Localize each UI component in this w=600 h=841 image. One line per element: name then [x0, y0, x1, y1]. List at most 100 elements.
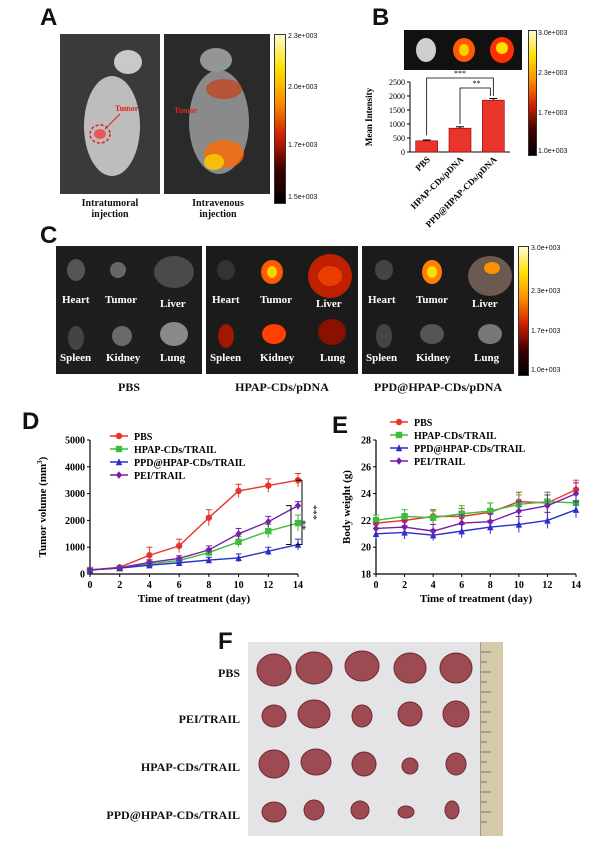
data-point [372, 524, 380, 533]
organ-image-strip [404, 30, 522, 70]
x-axis-label: Time of treatment (day) [420, 593, 533, 605]
data-point [235, 538, 242, 546]
data-point [544, 516, 551, 524]
organ-label: Liver [316, 298, 342, 310]
data-point [265, 527, 272, 535]
y-tick-label: 28 [361, 436, 371, 447]
organ-image-hpap [206, 246, 358, 374]
organ-label: Heart [62, 294, 90, 306]
y-tick-label: 1000 [389, 120, 405, 129]
y-tick-label: 5000 [65, 436, 85, 447]
panel-label-a: A [40, 4, 58, 31]
organ-label: Spleen [366, 352, 398, 364]
data-point [235, 487, 242, 495]
data-point [205, 546, 213, 554]
colorbar-tick: 2.3e+003 [531, 288, 561, 295]
y-tick-label: 2000 [65, 516, 85, 527]
x-tick-label: 8 [206, 580, 211, 591]
organ-label: Kidney [416, 352, 451, 364]
row-label-pei: PEI/TRAIL [178, 712, 240, 726]
legend-label: PPD@HPAP-CDs/TRAIL [414, 444, 526, 455]
group-label-pbs: PBS [117, 380, 140, 394]
y-tick-label: 2000 [389, 92, 405, 101]
tumor-photo [248, 642, 500, 836]
data-point [235, 554, 242, 562]
colorbar-tick: 3.0e+003 [531, 245, 561, 252]
x-tick-label: 10 [514, 580, 524, 591]
organ-label: Lung [320, 352, 346, 364]
data-point [265, 482, 272, 489]
row-label-ppd: PPD@HPAP-CDs/TRAIL [106, 808, 240, 822]
data-point [429, 527, 437, 535]
organ-image-icon [375, 256, 512, 348]
organ-label: Spleen [60, 352, 92, 364]
data-point [205, 556, 213, 564]
row-label-pbs: PBS [217, 666, 240, 680]
legend-label: PEI/TRAIL [134, 471, 185, 482]
y-tick-label: 18 [361, 570, 371, 581]
panel-label-f: F [218, 628, 233, 655]
colorbar-tick: 1.7e+003 [531, 328, 561, 335]
y-tick-label: 2500 [389, 78, 405, 87]
data-point [572, 505, 580, 513]
bar [448, 127, 472, 153]
organ-image-ppd [362, 246, 514, 374]
tumor-label: Tumor [174, 106, 198, 115]
colorbar-tick: 2.3e+003 [288, 33, 318, 40]
panel-label-e: E [332, 412, 349, 439]
organ-label: Heart [212, 294, 240, 306]
significance-label: ** [296, 520, 307, 530]
x-tick-label: 4 [431, 580, 436, 591]
x-tick-label: 6 [177, 580, 182, 591]
data-point [294, 519, 302, 527]
y-tick-label: 20 [361, 543, 371, 554]
colorbar-b [528, 30, 537, 156]
legend-label: PPD@HPAP-CDs/TRAIL [134, 458, 246, 469]
x-tick-label: 14 [293, 580, 303, 591]
mouse-silhouette-icon [189, 48, 249, 174]
x-tick-label: 4 [147, 580, 152, 591]
ruler-ticks-icon [481, 651, 491, 823]
data-point [395, 444, 403, 452]
significance-bracket [286, 505, 292, 546]
data-point [115, 432, 123, 440]
organ-strip-icon [416, 37, 514, 63]
tumor-photo-icon [256, 650, 473, 823]
line-chart-tumor-volume: 0 1000 2000 3000 4000 5000 0 2 4 6 8 10 12 14 Time of … [36, 432, 318, 605]
significance-label: ** [473, 79, 481, 88]
y-axis-label: Mean Intensity [364, 87, 374, 146]
organ-label: Kidney [260, 352, 295, 364]
panel-label-c: C [40, 222, 58, 249]
organ-image-pbs [56, 246, 202, 374]
x-tick-label: 12 [263, 580, 273, 591]
organ-image-icon [67, 256, 194, 350]
x-tick-label: 14 [571, 580, 581, 591]
organ-label: Tumor [416, 294, 448, 306]
significance-bracket [459, 87, 491, 124]
data-point [395, 431, 403, 439]
colorbar-tick: 1.0e+003 [531, 367, 561, 374]
colorbar-tick: 1.0e+003 [538, 148, 568, 155]
mouse-silhouette-icon [84, 50, 142, 176]
data-point [115, 445, 123, 453]
group-label-ppd: PPD@HPAP-CDs/pDNA [373, 380, 503, 394]
data-point [372, 517, 380, 524]
data-point [401, 523, 408, 531]
data-point [146, 552, 153, 559]
legend-label: PEI/TRAIL [414, 457, 465, 468]
y-tick-label: 1000 [65, 543, 85, 554]
ruler [480, 642, 503, 836]
series-line [375, 500, 577, 522]
organ-label: Kidney [106, 352, 141, 364]
data-point [572, 489, 580, 498]
mouse-image-intratumoral: Tumor [60, 34, 160, 194]
row-label-hpap: HPAP-CDs/TRAIL [140, 760, 240, 774]
y-tick-label: 500 [393, 134, 405, 143]
legend-label: HPAP-CDs/TRAIL [134, 445, 217, 456]
panel-label-b: B [372, 4, 390, 31]
x-axis-label: Time of treatment (day) [138, 593, 251, 605]
y-axis-label: Tumor volume (mm3) [36, 456, 49, 557]
data-point [265, 547, 272, 555]
y-tick-label: 22 [361, 516, 371, 527]
group-label-hpap: HPAP-CDs/pDNA [235, 380, 329, 394]
